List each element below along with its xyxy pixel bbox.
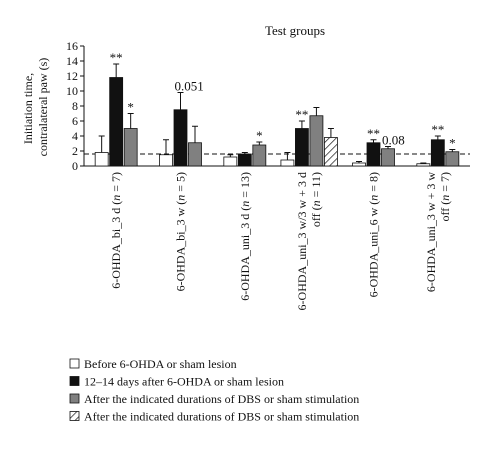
category-label: off (n = 7) (438, 172, 452, 222)
bar (109, 77, 124, 167)
category-label: 6-OHDA_bi_3 d (n = 7) (109, 172, 123, 289)
annotations: ***0.051***** 0.08*** (110, 50, 456, 151)
legend-label: After the indicated durations of DBS or … (84, 410, 359, 424)
significance-label: * (256, 128, 263, 143)
significance-label: 0.051 (175, 79, 204, 94)
y-tick-label: 4 (72, 129, 78, 143)
y-axis-label-line-2: contralateral paw (s) (36, 58, 50, 157)
y-axis-label: Initiation time, contralateral paw (s) (21, 58, 50, 157)
bar (237, 153, 252, 167)
category-label: 6-OHDA_uni_3 d (n = 13) (238, 172, 252, 301)
bar (352, 162, 366, 167)
y-tick-label: 16 (66, 39, 78, 53)
y-axis-label-line-1: Initiation time, (21, 73, 35, 144)
significance-label: ** (431, 122, 444, 137)
legend-swatch (69, 393, 80, 404)
legend: Before 6-OHDA or sham lesion 12–14 days a… (69, 357, 359, 424)
bar (188, 142, 202, 167)
bar (366, 142, 381, 167)
bar (324, 137, 338, 167)
chart-title: Test groups (265, 23, 325, 38)
bar (159, 154, 173, 167)
significance-label: 0.08 (382, 133, 405, 148)
legend-label: Before 6-OHDA or sham lesion (84, 357, 237, 371)
legend-swatch (69, 411, 80, 421)
legend-swatch (69, 376, 80, 386)
bar (445, 151, 460, 167)
significance-label: ** (295, 107, 308, 122)
legend-swatch (69, 358, 80, 369)
bar (430, 139, 445, 167)
bar (223, 156, 238, 167)
category-label: off (n = 11) (309, 172, 323, 227)
category-label: 6-OHDA_uni_3 w + 3 w (424, 172, 438, 292)
bar (252, 144, 267, 167)
category-label: 6-OHDA_uni_6 w (n = 8) (367, 172, 381, 297)
significance-label: ** (367, 126, 380, 141)
bar (416, 163, 431, 167)
legend-label: After the indicated durations of DBS or … (84, 392, 359, 406)
bar (309, 115, 324, 167)
bar (295, 128, 309, 167)
significance-label: * (449, 136, 456, 151)
bar (280, 159, 295, 167)
y-tick-label: 0 (72, 159, 78, 173)
bars (94, 63, 460, 167)
significance-label: * (127, 100, 134, 115)
category-label: 6-OHDA_bi_3 w (n = 5) (174, 172, 188, 291)
y-tick-label: 8 (72, 99, 78, 113)
bar (173, 109, 188, 167)
legend-label: 12–14 days after 6-OHDA or sham lesion (84, 375, 284, 389)
y-tick-label: 12 (66, 69, 78, 83)
bar (123, 128, 138, 167)
bar (381, 148, 395, 167)
significance-label: ** (110, 50, 123, 65)
bar (94, 152, 109, 167)
category-labels: 6-OHDA_bi_3 d (n = 7) 6-OHDA_bi_3 w (n = … (109, 172, 452, 311)
y-tick-label: 14 (66, 54, 78, 68)
category-label: 6-OHDA_uni_3 w/3 w + 3 d (295, 172, 309, 310)
y-tick-label: 2 (72, 144, 78, 158)
y-tick-label: 6 (72, 114, 78, 128)
y-tick-label: 10 (66, 84, 78, 98)
